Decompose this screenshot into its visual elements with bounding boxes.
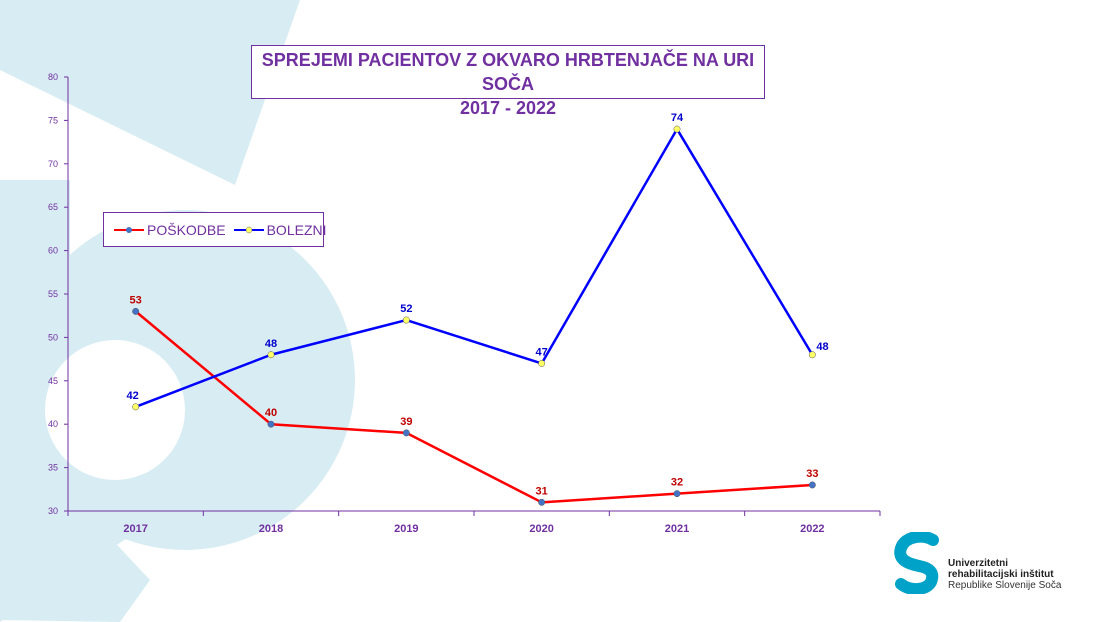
- y-tick-label: 35: [48, 463, 58, 473]
- y-tick-label: 45: [48, 376, 58, 386]
- chart-title-line1: SPREJEMI PACIENTOV Z OKVARO HRBTENJAČE N…: [261, 50, 755, 94]
- y-tick-label: 70: [48, 159, 58, 169]
- data-point: [402, 429, 410, 437]
- logo-line3: Republike Slovenije Soča: [948, 580, 1062, 591]
- legend-item-bolezni: BOLEZNI: [233, 221, 327, 238]
- logo-line2: rehabilitacijski inštitut: [948, 569, 1054, 580]
- y-axis: 30 35 40 45 50 55 60 65 70 75 80: [48, 72, 69, 516]
- y-tick-label: 55: [48, 289, 58, 299]
- chart-title: SPREJEMI PACIENTOV Z OKVARO HRBTENJAČE N…: [251, 45, 765, 118]
- data-label: 47: [536, 346, 548, 358]
- data-point: [402, 316, 410, 324]
- legend-item-poskodbe: POŠKODBE: [114, 222, 226, 238]
- series-line-poskodbe: [134, 310, 813, 504]
- data-label: 48: [265, 338, 277, 350]
- logo-line1: Univerzitetni: [948, 558, 1009, 569]
- data-point: [808, 351, 816, 359]
- data-point: [538, 359, 546, 367]
- chart-legend: POŠKODBE BOLEZNI: [103, 212, 327, 247]
- data-point: [673, 125, 681, 133]
- institute-logo: Univerzitetni rehabilitacijski inštitut …: [893, 528, 1073, 598]
- y-tick-label: 80: [48, 72, 58, 82]
- legend-line-red-icon: [114, 226, 144, 233]
- logo-text: Univerzitetni rehabilitacijski inštitut …: [948, 558, 1061, 591]
- data-label: 39: [400, 416, 412, 428]
- data-label: 48: [816, 341, 828, 353]
- x-axis: 2017 2018 2019 2020 2021 2022: [67, 510, 881, 535]
- data-labels: 53 40 39 31 32 33 42 48 52 47 74 48: [127, 112, 829, 497]
- data-label: 32: [671, 477, 683, 489]
- y-tick-label: 40: [48, 419, 58, 429]
- data-label: 52: [400, 303, 412, 315]
- data-point: [132, 403, 140, 411]
- data-label: 40: [265, 407, 277, 419]
- data-point: [267, 420, 275, 428]
- y-tick-label: 75: [48, 115, 58, 125]
- data-label: 74: [671, 112, 684, 124]
- y-tick-label: 60: [48, 246, 58, 256]
- y-tick-label: 30: [48, 506, 58, 516]
- data-point: [267, 351, 275, 359]
- data-point: [808, 481, 816, 489]
- y-tick-label: 65: [48, 202, 58, 212]
- x-tick-label: 2021: [665, 523, 689, 535]
- series-line-bolezni: [135, 127, 814, 409]
- x-tick-label: 2018: [259, 523, 283, 535]
- soca-s-logo-icon: [894, 532, 939, 594]
- data-label: 31: [536, 485, 548, 497]
- x-tick-label: 2017: [123, 523, 147, 535]
- legend-label-bolezni: BOLEZNI: [266, 221, 327, 238]
- y-tick-label: 50: [48, 332, 58, 342]
- data-point: [673, 490, 681, 498]
- data-label: 33: [806, 468, 818, 480]
- data-point: [132, 307, 140, 315]
- chart-title-line2: 2017 - 2022: [459, 98, 557, 118]
- data-point: [538, 498, 546, 506]
- legend-line-blue-icon: [233, 226, 264, 233]
- legend-label-poskodbe: POŠKODBE: [147, 221, 226, 238]
- x-tick-label: 2019: [394, 523, 418, 535]
- data-label: 53: [130, 294, 142, 306]
- x-tick-label: 2020: [529, 523, 553, 535]
- data-label: 42: [127, 390, 139, 402]
- x-tick-label: 2022: [800, 523, 824, 535]
- series-layer: [132, 125, 816, 506]
